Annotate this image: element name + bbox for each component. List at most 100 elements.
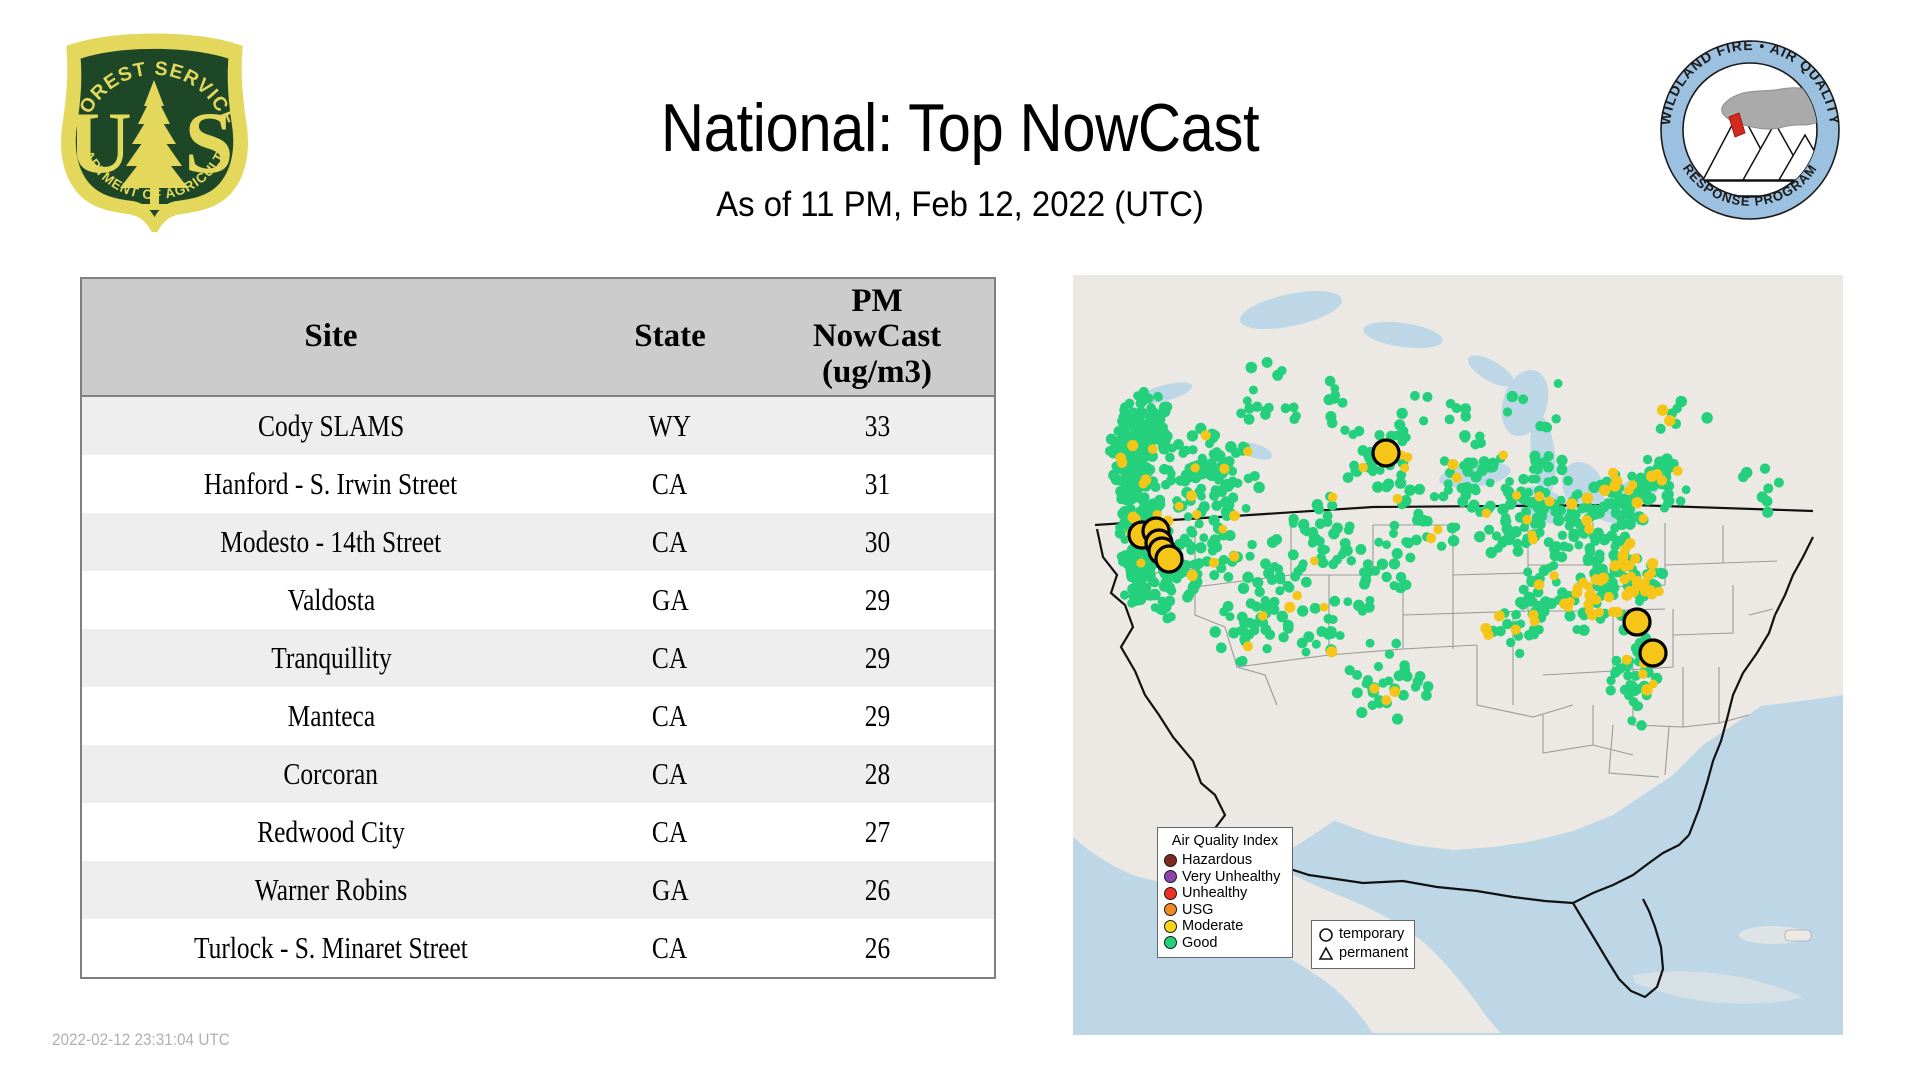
map-station-dot-good[interactable] bbox=[1367, 700, 1378, 711]
map-station-dot-good[interactable] bbox=[1224, 500, 1235, 510]
map-station-dot-moderate[interactable] bbox=[1595, 576, 1606, 586]
table-row[interactable]: Tranquillity CA 29 bbox=[82, 629, 994, 687]
map-station-dot-good[interactable] bbox=[1564, 521, 1574, 531]
map-station-dot-good[interactable] bbox=[1344, 665, 1355, 676]
map-station-dot-good[interactable] bbox=[1376, 558, 1389, 570]
map-highlighted-site-marker[interactable]: Valdosta (GA) bbox=[1638, 638, 1668, 668]
map-station-dot-good[interactable] bbox=[1363, 601, 1375, 613]
map-station-dot-good[interactable] bbox=[1164, 582, 1176, 594]
map-station-dot-moderate[interactable] bbox=[1381, 695, 1392, 706]
map-station-dot-moderate[interactable] bbox=[1640, 586, 1650, 597]
map-station-dot-good[interactable] bbox=[1262, 643, 1272, 654]
map-station-dot-good[interactable] bbox=[1211, 536, 1221, 546]
map-station-dot-good[interactable] bbox=[1608, 549, 1620, 561]
map-station-dot-good[interactable] bbox=[1219, 607, 1229, 617]
map-station-dot-good[interactable] bbox=[1554, 514, 1564, 524]
map-station-dot-good[interactable] bbox=[1659, 503, 1670, 513]
map-station-dot-good[interactable] bbox=[1381, 571, 1392, 583]
map-station-dot-good[interactable] bbox=[1183, 538, 1194, 549]
map-station-dot-good[interactable] bbox=[1399, 664, 1411, 676]
map-station-dot-good[interactable] bbox=[1756, 491, 1768, 503]
map-station-dot-good[interactable] bbox=[1314, 518, 1326, 530]
map-station-dot-moderate[interactable] bbox=[1258, 611, 1268, 621]
map-station-dot-good[interactable] bbox=[1236, 408, 1246, 419]
map-station-dot-good[interactable] bbox=[1248, 385, 1258, 395]
map-station-dot-good[interactable] bbox=[1282, 580, 1294, 592]
map-station-dot-good[interactable] bbox=[1514, 596, 1526, 608]
map-station-dot-moderate[interactable] bbox=[1292, 590, 1302, 601]
map-station-dot-good[interactable] bbox=[1311, 639, 1321, 649]
map-station-dot-good[interactable] bbox=[1133, 450, 1144, 461]
map-station-dot-good[interactable] bbox=[1362, 559, 1373, 570]
map-station-dot-moderate[interactable] bbox=[1483, 629, 1494, 640]
map-station-dot-good[interactable] bbox=[1636, 720, 1647, 731]
map-station-dot-good[interactable] bbox=[1254, 586, 1265, 598]
map-station-dot-good[interactable] bbox=[1391, 713, 1404, 725]
map-station-dot-good[interactable] bbox=[1502, 407, 1513, 417]
map-station-dot-good[interactable] bbox=[1523, 591, 1535, 604]
map-station-dot-good[interactable] bbox=[1340, 425, 1350, 435]
map-station-dot-moderate[interactable] bbox=[1581, 515, 1593, 527]
map-station-dot-good[interactable] bbox=[1123, 477, 1133, 487]
map-station-dot-good[interactable] bbox=[1563, 475, 1574, 486]
map-station-dot-moderate[interactable] bbox=[1624, 560, 1635, 571]
map-station-dot-good[interactable] bbox=[1130, 595, 1142, 607]
map-station-dot-moderate[interactable] bbox=[1608, 467, 1619, 478]
map-station-dot-good[interactable] bbox=[1585, 546, 1596, 558]
map-station-dot-good[interactable] bbox=[1183, 512, 1193, 522]
map-station-dot-good[interactable] bbox=[1348, 429, 1358, 440]
map-station-dot-good[interactable] bbox=[1502, 618, 1513, 630]
map-station-dot-good[interactable] bbox=[1627, 471, 1637, 481]
map-station-dot-good[interactable] bbox=[1260, 409, 1271, 420]
map-station-dot-good[interactable] bbox=[1182, 591, 1193, 603]
map-station-dot-good[interactable] bbox=[1588, 481, 1600, 494]
map-station-dot-good[interactable] bbox=[1357, 445, 1369, 456]
map-station-dot-good[interactable] bbox=[1135, 397, 1147, 409]
map-station-dot-good[interactable] bbox=[1421, 690, 1432, 701]
map-station-dot-good[interactable] bbox=[1378, 678, 1388, 688]
map-station-dot-moderate[interactable] bbox=[1583, 581, 1593, 591]
map-station-dot-moderate[interactable] bbox=[1218, 524, 1228, 534]
map-station-dot-good[interactable] bbox=[1505, 477, 1515, 486]
map-station-dot-moderate[interactable] bbox=[1584, 524, 1595, 535]
map-station-dot-good[interactable] bbox=[1551, 414, 1561, 424]
map-station-dot-good[interactable] bbox=[1370, 566, 1381, 576]
map-station-dot-good[interactable] bbox=[1530, 455, 1541, 467]
map-station-dot-good[interactable] bbox=[1737, 471, 1749, 483]
map-station-dot-good[interactable] bbox=[1120, 590, 1130, 600]
map-station-dot-moderate[interactable] bbox=[1219, 463, 1230, 474]
map-station-dot-good[interactable] bbox=[1763, 483, 1774, 494]
map-station-dot-good[interactable] bbox=[1252, 401, 1263, 412]
table-row[interactable]: Hanford - S. Irwin Street CA 31 bbox=[82, 455, 994, 513]
map-station-dot-moderate[interactable] bbox=[1624, 585, 1635, 596]
map-station-dot-good[interactable] bbox=[1374, 429, 1385, 441]
map-station-dot-good[interactable] bbox=[1459, 460, 1469, 471]
map-station-dot-moderate[interactable] bbox=[1369, 683, 1380, 694]
map-station-dot-good[interactable] bbox=[1520, 506, 1532, 517]
map-station-dot-good[interactable] bbox=[1225, 612, 1235, 622]
map-station-dot-good[interactable] bbox=[1276, 610, 1289, 623]
map-station-dot-good[interactable] bbox=[1590, 555, 1603, 567]
map-station-dot-good[interactable] bbox=[1165, 452, 1175, 463]
map-station-dot-good[interactable] bbox=[1384, 649, 1395, 659]
map-station-dot-good[interactable] bbox=[1397, 425, 1409, 437]
map-station-dot-good[interactable] bbox=[1518, 394, 1529, 405]
map-station-dot-good[interactable] bbox=[1564, 543, 1574, 552]
map-station-dot-good[interactable] bbox=[1505, 498, 1517, 510]
map-station-dot-good[interactable] bbox=[1460, 411, 1472, 422]
map-station-dot-good[interactable] bbox=[1540, 421, 1551, 433]
map-station-dot-good[interactable] bbox=[1280, 403, 1291, 414]
map-station-dot-good[interactable] bbox=[1108, 449, 1118, 459]
map-station-dot-good[interactable] bbox=[1239, 617, 1251, 629]
map-station-dot-moderate[interactable] bbox=[1498, 450, 1509, 460]
map-station-dot-moderate[interactable] bbox=[1646, 557, 1659, 570]
map-station-dot-good[interactable] bbox=[1241, 503, 1251, 513]
map-station-dot-good[interactable] bbox=[1242, 571, 1254, 584]
map-station-dot-good[interactable] bbox=[1550, 507, 1560, 517]
map-station-dot-good[interactable] bbox=[1216, 563, 1227, 574]
map-station-dot-good[interactable] bbox=[1375, 465, 1385, 475]
map-station-dot-good[interactable] bbox=[1128, 457, 1139, 467]
map-station-dot-good[interactable] bbox=[1611, 655, 1622, 666]
map-station-dot-good[interactable] bbox=[1394, 477, 1407, 489]
map-station-dot-good[interactable] bbox=[1556, 464, 1568, 476]
